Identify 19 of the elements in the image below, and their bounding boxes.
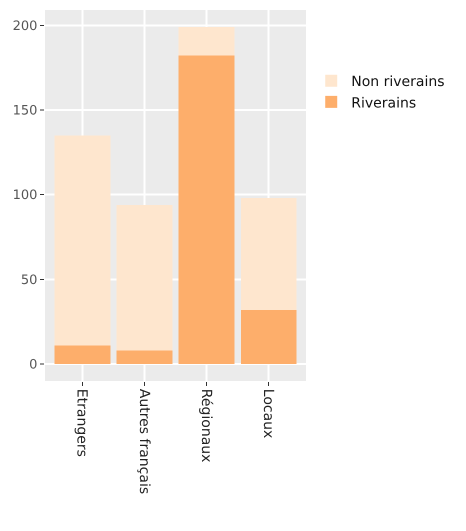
x-tick-label: Autres français [136, 388, 152, 494]
x-tick-label: Locaux [260, 388, 276, 438]
y-tick-label: 200 [12, 18, 38, 34]
y-tick-label: 150 [12, 104, 38, 118]
bar [116, 204, 172, 351]
bar [178, 56, 235, 364]
bar [240, 198, 297, 310]
bar [240, 310, 297, 364]
bar [54, 345, 110, 364]
y-tick-label: 0 [29, 358, 38, 373]
legend-label: Riverains [351, 95, 416, 112]
legend-label: Non riverains [351, 74, 445, 90]
y-tick-label: 100 [12, 188, 38, 204]
bar [178, 26, 235, 56]
bar [116, 350, 172, 364]
x-tick-label: Etrangers [74, 388, 90, 457]
x-tick-label: Régionaux [198, 388, 214, 462]
bar [54, 135, 110, 346]
y-tick-label: 50 [20, 272, 38, 288]
